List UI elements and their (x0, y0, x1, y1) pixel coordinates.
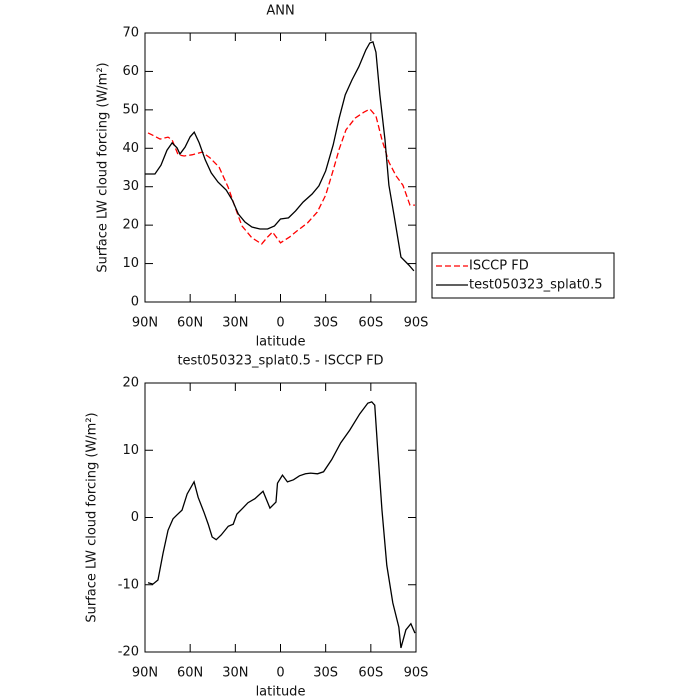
x-tick-label: 60S (358, 316, 383, 331)
x-tick-label: 60S (358, 666, 383, 681)
y-tick-label: 40 (122, 141, 139, 156)
y-tick-label: 60 (122, 64, 139, 79)
x-tick-label: 0 (276, 666, 284, 681)
x-tick-label: 0 (276, 316, 284, 331)
chart-title: ANN (266, 4, 294, 19)
x-tick-label: 30N (222, 316, 248, 331)
x-tick-label: 90S (404, 316, 429, 331)
y-tick-label: 20 (122, 218, 139, 233)
x-tick-label: 30S (313, 316, 338, 331)
y-tick-label: 30 (122, 179, 139, 194)
x-tick-label: 90N (132, 666, 158, 681)
y-axis-label: Surface LW cloud forcing (W/m²) (96, 62, 111, 272)
x-tick-label: 30N (222, 666, 248, 681)
y-tick-label: 10 (122, 443, 139, 458)
plot-frame (144, 382, 417, 653)
chart-title: test050323_splat0.5 - ISCCP FD (177, 354, 383, 369)
y-tick-label: -10 (118, 577, 139, 592)
y-tick-label: 70 (122, 26, 139, 41)
legend-label: ISCCP FD (469, 259, 529, 274)
x-tick-label: 60N (177, 666, 203, 681)
y-tick-label: 10 (122, 256, 139, 271)
y-tick-label: 0 (131, 510, 139, 525)
x-tick-label: 60N (177, 316, 203, 331)
y-tick-label: -20 (118, 645, 139, 660)
y-tick-label: 0 (131, 295, 139, 310)
plot-frame (144, 32, 417, 303)
y-tick-label: 20 (122, 376, 139, 391)
y-axis-label: Surface LW cloud forcing (W/m²) (85, 412, 100, 622)
x-tick-label: 90N (132, 316, 158, 331)
data-line (147, 401, 416, 649)
data-line (145, 40, 415, 272)
x-tick-label: 30S (313, 666, 338, 681)
legend-box (431, 252, 615, 299)
legend-label: test050323_splat0.5 (469, 278, 602, 293)
data-line (147, 108, 415, 245)
x-axis-label: latitude (256, 335, 306, 350)
y-tick-label: 50 (122, 102, 139, 117)
x-tick-label: 90S (404, 666, 429, 681)
x-axis-label: latitude (256, 685, 306, 700)
